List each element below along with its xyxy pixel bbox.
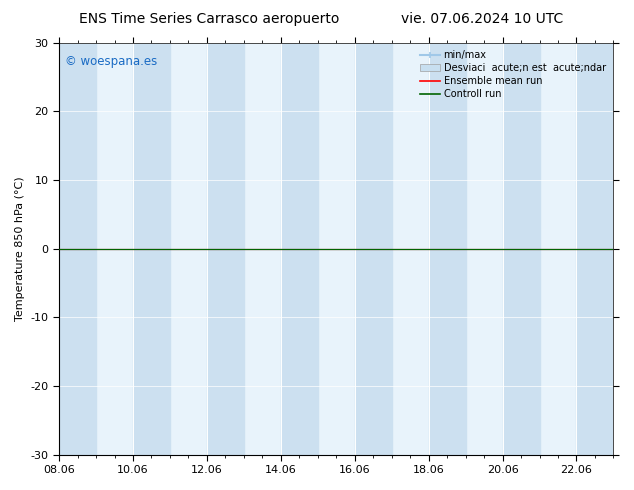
Bar [281,43,318,455]
Bar [59,43,96,455]
Bar [503,43,540,455]
Bar [429,43,465,455]
Text: ENS Time Series Carrasco aeropuerto: ENS Time Series Carrasco aeropuerto [79,12,339,26]
Text: © woespana.es: © woespana.es [65,55,157,68]
Bar [576,43,614,455]
Y-axis label: Temperature 850 hPa (°C): Temperature 850 hPa (°C) [15,176,25,321]
Bar [207,43,244,455]
Text: vie. 07.06.2024 10 UTC: vie. 07.06.2024 10 UTC [401,12,563,26]
Bar [133,43,170,455]
Legend: min/max, Desviaci  acute;n est  acute;ndar, Ensemble mean run, Controll run: min/max, Desviaci acute;n est acute;ndar… [417,48,609,102]
Bar [355,43,392,455]
